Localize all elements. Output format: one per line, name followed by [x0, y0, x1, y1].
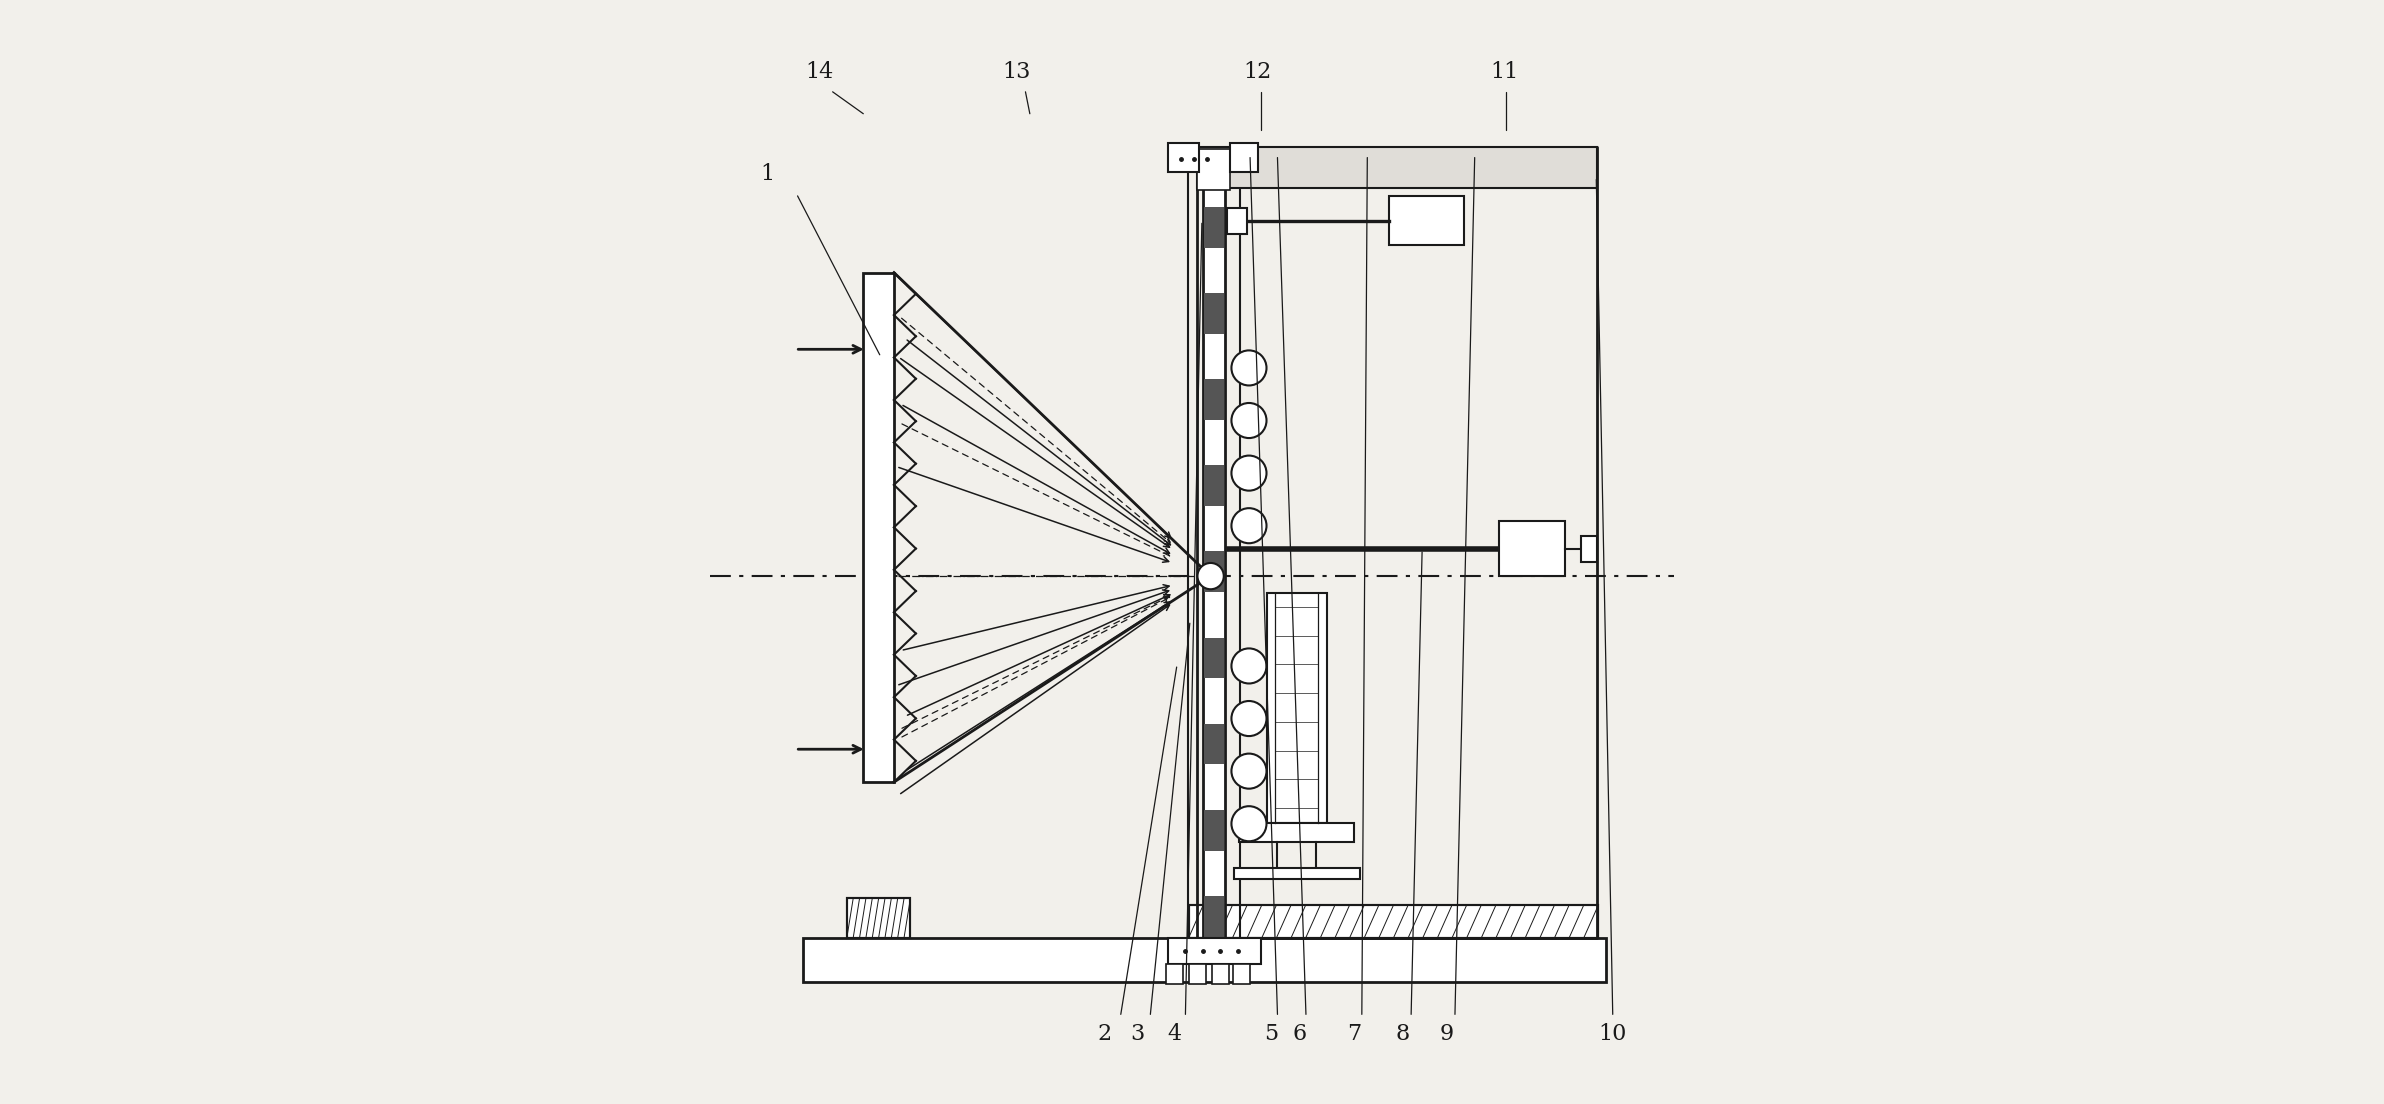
Bar — [1233, 868, 1359, 879]
Bar — [1197, 149, 1230, 190]
Bar — [1500, 521, 1564, 576]
Bar — [1266, 593, 1328, 822]
Bar — [1168, 937, 1261, 964]
Circle shape — [1233, 701, 1266, 736]
Bar — [1197, 147, 1597, 189]
Bar — [1233, 964, 1249, 984]
Bar — [846, 899, 911, 937]
Bar — [1211, 964, 1230, 984]
Text: 5: 5 — [1264, 1023, 1278, 1045]
Bar — [1204, 637, 1223, 678]
Bar — [1228, 208, 1247, 234]
Bar — [1581, 535, 1597, 562]
Text: 2: 2 — [1097, 1023, 1111, 1045]
Text: 9: 9 — [1440, 1023, 1454, 1045]
Circle shape — [1197, 563, 1223, 590]
Bar — [1166, 964, 1182, 984]
Text: 11: 11 — [1490, 61, 1519, 83]
Text: 3: 3 — [1130, 1023, 1144, 1045]
Text: 12: 12 — [1244, 61, 1273, 83]
Circle shape — [1233, 508, 1266, 543]
Circle shape — [1233, 350, 1266, 385]
Bar — [863, 273, 894, 782]
Bar — [1204, 552, 1223, 593]
Bar — [1390, 195, 1464, 245]
Bar — [846, 899, 911, 937]
Circle shape — [1233, 806, 1266, 841]
Bar — [803, 937, 1607, 981]
Circle shape — [1233, 403, 1266, 438]
Bar — [1204, 895, 1223, 936]
Text: 14: 14 — [806, 61, 834, 83]
Text: 7: 7 — [1347, 1023, 1361, 1045]
Bar — [1204, 723, 1223, 764]
Bar — [1168, 144, 1199, 172]
Bar — [1204, 809, 1223, 850]
Bar — [1204, 380, 1223, 421]
Text: 8: 8 — [1395, 1023, 1409, 1045]
Bar — [1204, 208, 1223, 248]
Circle shape — [1233, 456, 1266, 490]
Bar — [1204, 294, 1223, 335]
Text: 1: 1 — [760, 163, 775, 185]
Bar — [1204, 163, 1225, 937]
Text: 4: 4 — [1168, 1023, 1182, 1045]
Text: 10: 10 — [1600, 1023, 1626, 1045]
Bar — [1230, 144, 1259, 172]
Circle shape — [1233, 648, 1266, 683]
Bar — [1204, 466, 1223, 507]
Bar — [1190, 964, 1206, 984]
Circle shape — [1233, 754, 1266, 788]
Bar — [1190, 905, 1600, 937]
Bar — [1240, 822, 1354, 842]
Text: 13: 13 — [1004, 61, 1030, 83]
Text: 6: 6 — [1292, 1023, 1306, 1045]
Bar — [1190, 905, 1600, 937]
